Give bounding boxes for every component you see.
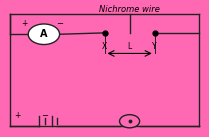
Text: −: − xyxy=(41,111,48,120)
Text: A: A xyxy=(40,29,48,39)
Text: +: + xyxy=(15,111,21,120)
Text: −: − xyxy=(56,19,63,28)
Text: Y: Y xyxy=(152,42,157,51)
Text: +: + xyxy=(21,19,27,28)
Text: Nichrome wire: Nichrome wire xyxy=(99,5,160,14)
Text: X: X xyxy=(102,42,107,51)
Text: L: L xyxy=(127,42,132,51)
Circle shape xyxy=(120,115,140,128)
Circle shape xyxy=(28,24,60,45)
